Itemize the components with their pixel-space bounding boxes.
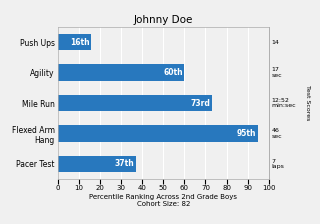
Y-axis label: Test Scores: Test Scores bbox=[305, 85, 309, 121]
Bar bbox=[58, 95, 212, 111]
Text: 60th: 60th bbox=[163, 68, 183, 77]
Bar bbox=[58, 156, 136, 172]
Title: Johnny Doe: Johnny Doe bbox=[133, 15, 193, 25]
Text: 73rd: 73rd bbox=[190, 99, 210, 108]
Bar bbox=[58, 64, 184, 81]
Text: 16th: 16th bbox=[70, 38, 90, 47]
Text: 37th: 37th bbox=[114, 159, 134, 168]
X-axis label: Percentile Ranking Across 2nd Grade Boys
Cohort Size: 82: Percentile Ranking Across 2nd Grade Boys… bbox=[89, 194, 237, 207]
Text: 95th: 95th bbox=[237, 129, 257, 138]
Bar bbox=[58, 125, 258, 142]
Bar bbox=[58, 34, 92, 50]
